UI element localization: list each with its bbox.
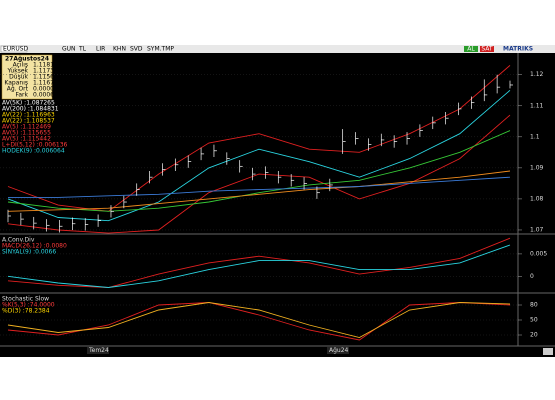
chart-background: [0, 45, 555, 357]
info-value: 1.1181: [33, 62, 54, 69]
legend-entry: AV(5) :1.112469: [2, 124, 51, 131]
info-label: Kapanış: [4, 80, 28, 87]
panel-title: Stochastic Slow: [2, 296, 49, 303]
y-tick-label: 50: [530, 317, 538, 324]
y-tick-label: 0: [530, 273, 534, 280]
scroll-button[interactable]: [543, 348, 553, 355]
y-tick-label: 1.1: [530, 133, 540, 140]
date-box: [87, 347, 109, 354]
buy-button[interactable]: [464, 46, 478, 52]
indicator-line: [8, 176, 511, 198]
brand: MATRIKS: [503, 46, 533, 53]
legend-entry: HODEK(9) :0.006064: [2, 148, 65, 155]
indicator-line: [7, 302, 511, 341]
info-value: 0.0000: [33, 86, 54, 93]
info-label: Açılış: [13, 62, 28, 69]
legend-entry: %K(5,3) :74.0000: [2, 302, 55, 309]
indicator-line: [7, 65, 511, 212]
info-box: [1, 54, 53, 100]
info-label: Yüksek: [6, 68, 28, 75]
legend-entry: L+DI(5,12) :0.006136: [2, 142, 68, 149]
y-tick-label: 80: [530, 302, 538, 309]
legend-entry: AV(22) :1.108537: [2, 118, 55, 125]
legend-entry: MACD(26,12) :0.0080: [2, 243, 67, 250]
date-label: Tem24: [88, 347, 109, 354]
indicator-line: [7, 170, 511, 212]
symbol-box[interactable]: [0, 45, 28, 53]
symbol[interactable]: EURUSD: [3, 46, 29, 53]
info-value: 1.1167: [33, 80, 54, 87]
legend-entry: AV(22) :1.116963: [2, 112, 55, 119]
legend-entry: AV(5) :1.115442: [2, 136, 51, 143]
legend-entry: %D(3) :78.2384: [2, 308, 50, 315]
legend-entry: AV(200) :1.084831: [2, 106, 59, 113]
indicator-line: [7, 89, 511, 222]
buy-label[interactable]: AL: [467, 46, 475, 53]
panel-title: A.Conv.Div: [2, 237, 35, 244]
toolbar-item[interactable]: GUN: [62, 46, 76, 53]
toolbar-item[interactable]: KHN: [113, 46, 126, 53]
info-label: Ağ. Ort: [7, 86, 29, 93]
y-tick-label: 0.005: [530, 250, 547, 257]
y-tick-label: 1.11: [530, 102, 544, 109]
sell-label[interactable]: SAT: [481, 46, 493, 53]
y-tick-label: 1.09: [530, 164, 544, 171]
y-tick-label: 1.08: [530, 195, 544, 202]
date-box: [327, 347, 349, 354]
info-value: 1.1156: [33, 74, 54, 81]
legend-entry: SİNYAL(9) :0.0066: [2, 249, 56, 256]
info-value: 1.1173: [33, 68, 54, 75]
info-value: 0.0006: [33, 92, 54, 99]
y-tick-label: 1.12: [530, 71, 544, 78]
y-tick-label: 1.07: [530, 226, 544, 233]
sell-button[interactable]: [480, 46, 494, 52]
indicator-line: [7, 237, 511, 288]
indicator-line: [7, 302, 511, 338]
y-tick-label: 20: [530, 332, 538, 339]
toolbar-item[interactable]: SVD: [130, 46, 143, 53]
info-label: Düşük: [9, 74, 28, 81]
date-label: Ağu24: [329, 347, 349, 354]
info-date: 27Ağustos24: [5, 56, 49, 63]
toolbar-item[interactable]: LIR: [96, 46, 105, 53]
toolbar: [0, 45, 555, 53]
info-label: Fark: [15, 92, 28, 99]
indicator-line: [7, 130, 511, 212]
legend-entry: AV(5) :1.115655: [2, 130, 51, 137]
legend-entry: AV(5K) :1.087265: [2, 100, 55, 107]
toolbar-item[interactable]: SYM.TMP: [147, 46, 174, 53]
toolbar-item[interactable]: TL: [78, 46, 87, 53]
indicator-line: [7, 244, 511, 288]
indicator-line: [7, 114, 511, 234]
